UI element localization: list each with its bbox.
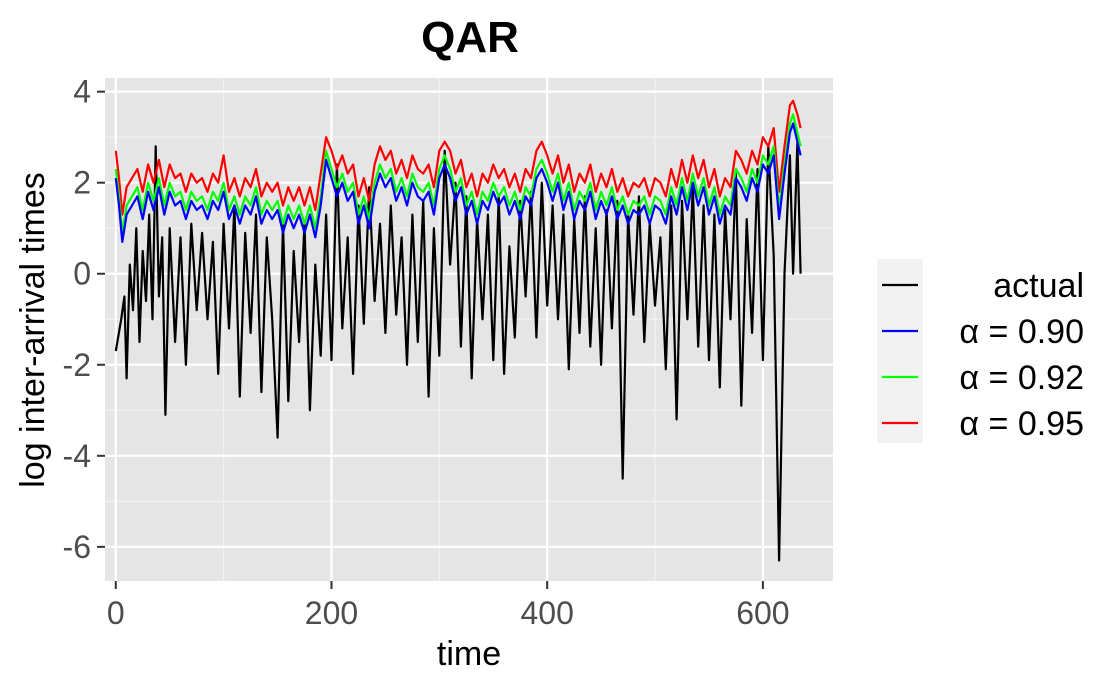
x-tick-label: 0: [107, 595, 125, 631]
series-line-alpha-0.92: [114, 113, 802, 234]
legend: actual α = 0.90 α = 0.92 α = 0.95: [877, 259, 1084, 443]
legend-label-actual: actual: [993, 267, 1084, 305]
series-line-alpha-0.95: [114, 99, 802, 216]
series-line-actual: [114, 140, 802, 562]
plot-panel: [105, 78, 833, 581]
x-tick-label: 600: [736, 595, 789, 631]
y-tick-label: -4: [63, 438, 91, 474]
chart-title: QAR: [421, 13, 519, 62]
y-tick-label: 4: [73, 74, 91, 110]
y-tick-label: 0: [73, 256, 91, 292]
x-tick-label: 400: [520, 595, 573, 631]
legend-label-alpha-0.90: α = 0.90: [959, 313, 1084, 351]
y-tick-label: 2: [73, 165, 91, 201]
y-axis-title: log inter-arrival times: [14, 172, 52, 488]
y-tick-label: -6: [63, 529, 91, 565]
series-line-alpha-0.90: [114, 122, 802, 243]
legend-label-alpha-0.95: α = 0.95: [959, 405, 1084, 443]
y-tick-label: -2: [63, 347, 91, 383]
x-axis-title: time: [437, 635, 501, 673]
y-axis: 4 2 0 -2 -4 -6: [63, 74, 105, 565]
legend-label-alpha-0.92: α = 0.92: [959, 359, 1084, 397]
series-layer: [114, 99, 802, 562]
x-axis: 0 200 400 600: [107, 581, 790, 631]
x-tick-label: 200: [305, 595, 358, 631]
legend-background: [877, 259, 923, 443]
legend-items: actual α = 0.90 α = 0.92 α = 0.95: [882, 267, 1084, 443]
